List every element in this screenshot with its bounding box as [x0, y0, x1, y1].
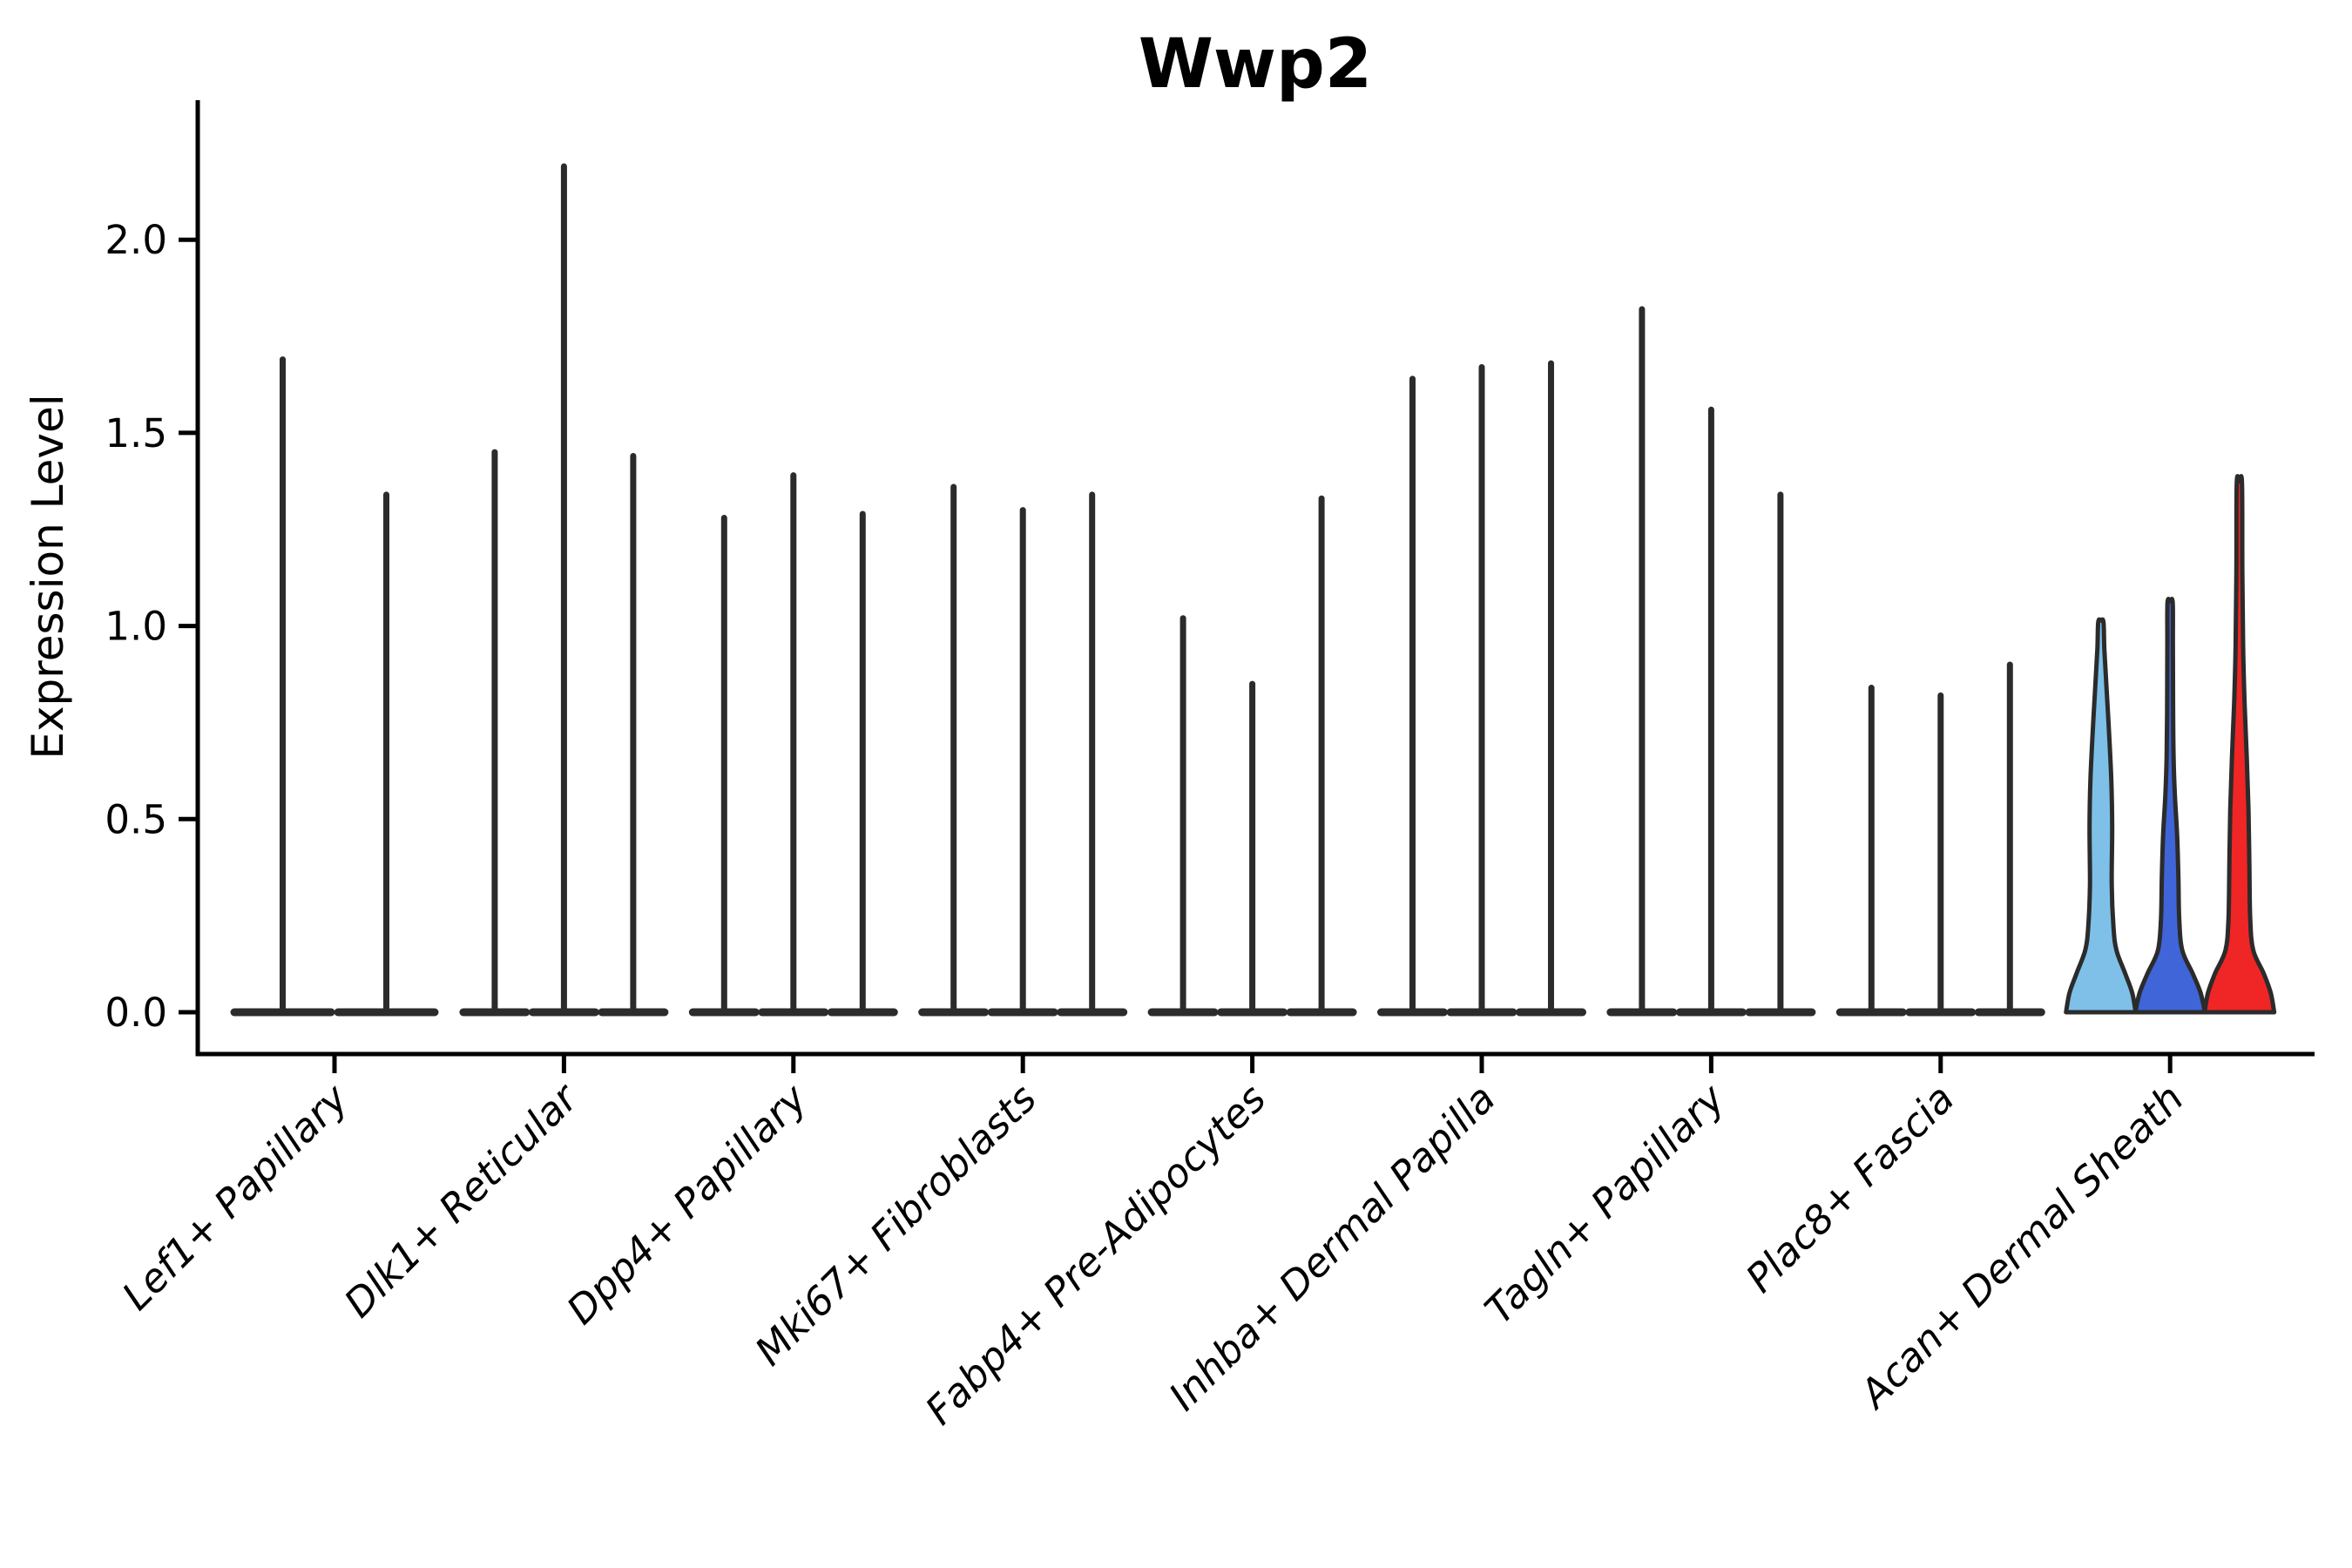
violin-group [918, 483, 1128, 1017]
x-tick-label: Plac8+ Fascia [1737, 1075, 1963, 1301]
violin-group [459, 163, 669, 1017]
y-tick-label: 1.0 [105, 604, 167, 650]
y-tick-label: 1.5 [105, 410, 167, 456]
violin-shape [2202, 474, 2277, 1015]
violin-group [1377, 360, 1586, 1017]
chart-title: Wwp2 [1139, 25, 1372, 104]
violin-shape [2132, 597, 2207, 1015]
violin-group [1835, 661, 2045, 1017]
y-axis-label: Expression Level [23, 394, 73, 759]
violin-group [230, 356, 439, 1017]
violin-group [1606, 306, 1816, 1017]
x-tick-label: Dlk1+ Reticular [335, 1074, 588, 1327]
y-tick-label: 2.0 [105, 217, 167, 263]
x-tick-label: Lef1+ Papillary [113, 1074, 358, 1319]
y-tick-label: 0.5 [105, 796, 167, 842]
y-tick-label: 0.0 [105, 990, 167, 1036]
violin-group [688, 472, 898, 1017]
violins [230, 163, 2277, 1017]
violin-group [1147, 495, 1357, 1017]
x-tick-label: Dpp4+ Papillary [558, 1074, 816, 1333]
violin-shape [2064, 617, 2139, 1015]
violin-group [2064, 474, 2277, 1015]
x-tick-label: Tagln+ Papillary [1476, 1074, 1734, 1333]
